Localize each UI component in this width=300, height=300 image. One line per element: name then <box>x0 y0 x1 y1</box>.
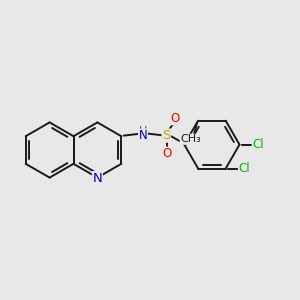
Text: O: O <box>171 112 180 125</box>
Text: N: N <box>92 172 102 185</box>
Text: CH₃: CH₃ <box>180 134 201 144</box>
Text: N: N <box>139 129 147 142</box>
Text: S: S <box>162 129 170 142</box>
Text: Cl: Cl <box>238 162 250 175</box>
Text: Cl: Cl <box>252 138 264 151</box>
Text: O: O <box>162 147 172 160</box>
Text: H: H <box>139 126 147 136</box>
